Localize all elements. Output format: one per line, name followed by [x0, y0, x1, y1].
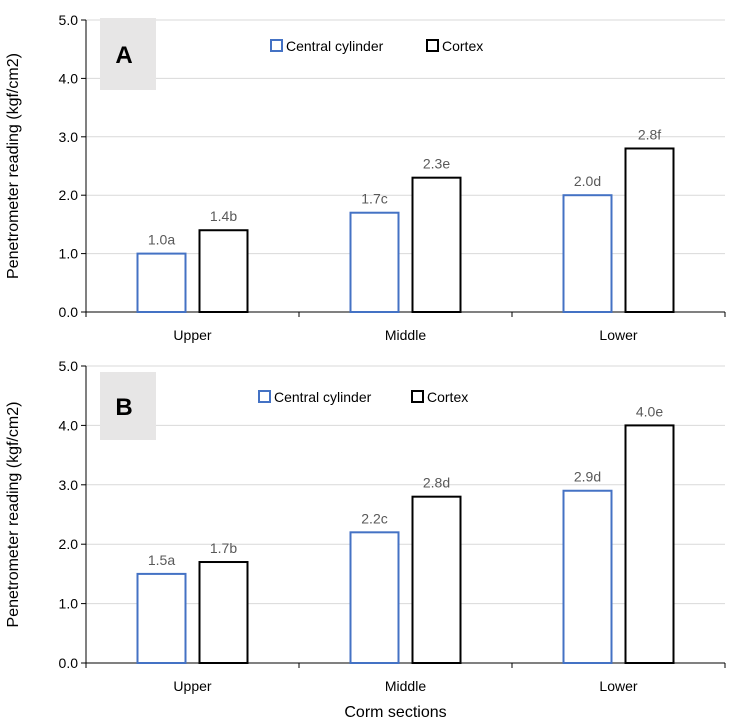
x-tick-label: Middle	[385, 327, 426, 343]
y-tick-label: 0.0	[59, 304, 79, 320]
x-tick-label: Middle	[385, 678, 426, 694]
data-label: 1.7b	[210, 540, 237, 556]
bar	[198, 561, 249, 665]
x-tick-label: Lower	[599, 327, 637, 343]
bar	[349, 531, 400, 664]
panel-label-box	[100, 18, 156, 90]
panel-label: B	[115, 394, 132, 421]
bar	[624, 147, 675, 313]
bar	[349, 211, 400, 313]
legend-label: Cortex	[442, 38, 483, 54]
data-label: 2.9d	[574, 469, 601, 485]
bar	[562, 489, 613, 664]
data-label: 1.4b	[210, 208, 237, 224]
bar	[411, 495, 462, 664]
y-tick-label: 5.0	[59, 12, 79, 28]
y-tick-label: 2.0	[59, 536, 79, 552]
panel-label: A	[115, 42, 132, 69]
legend-swatch	[411, 390, 424, 403]
data-label: 1.7c	[361, 191, 387, 207]
data-label: 2.2c	[361, 510, 387, 526]
legend-swatch	[426, 39, 439, 52]
legend-label: Central cylinder	[274, 389, 372, 405]
bar	[411, 176, 462, 313]
x-axis-label: Corm sections	[344, 704, 446, 721]
x-tick-label: Upper	[173, 678, 211, 694]
y-tick-label: 3.0	[59, 129, 79, 145]
y-tick-label: 4.0	[59, 417, 79, 433]
data-label: 1.0a	[148, 232, 175, 248]
y-tick-label: 2.0	[59, 187, 79, 203]
data-label: 2.3e	[423, 156, 450, 172]
data-label: 1.5a	[148, 552, 175, 568]
legend-swatch	[258, 390, 271, 403]
x-tick-label: Upper	[173, 327, 211, 343]
legend-label: Cortex	[427, 389, 468, 405]
legend-swatch	[270, 39, 283, 52]
bar	[562, 194, 613, 313]
data-label: 2.8f	[638, 126, 661, 142]
y-tick-label: 1.0	[59, 246, 79, 262]
legend-label: Central cylinder	[286, 38, 384, 54]
y-axis-label: Penetrometer reading (kgf/cm2)	[5, 53, 22, 279]
y-tick-label: 3.0	[59, 477, 79, 493]
data-label: 2.8d	[423, 475, 450, 491]
y-tick-label: 1.0	[59, 596, 79, 612]
bar	[624, 424, 675, 664]
y-tick-label: 4.0	[59, 70, 79, 86]
bar	[136, 572, 187, 665]
y-tick-label: 5.0	[59, 358, 79, 374]
y-tick-label: 0.0	[59, 655, 79, 671]
bar	[198, 229, 249, 314]
data-label: 2.0d	[574, 173, 601, 189]
data-label: 4.0e	[636, 403, 663, 419]
y-axis-label: Penetrometer reading (kgf/cm2)	[5, 402, 22, 628]
chart-panel-a: A 0.0 1.0 2.0 3.0 4.0 5.0 Upper 1.0a 1.4b Middle 1.…	[5, 12, 726, 343]
x-tick-label: Lower	[599, 678, 637, 694]
bar	[136, 252, 187, 314]
panel-label-box	[100, 372, 156, 440]
chart-panel-b: B 0.0 1.0 2.0 3.0 4.0 5.0 Upper 1.5a 1.7b Middle 2.…	[5, 358, 726, 721]
